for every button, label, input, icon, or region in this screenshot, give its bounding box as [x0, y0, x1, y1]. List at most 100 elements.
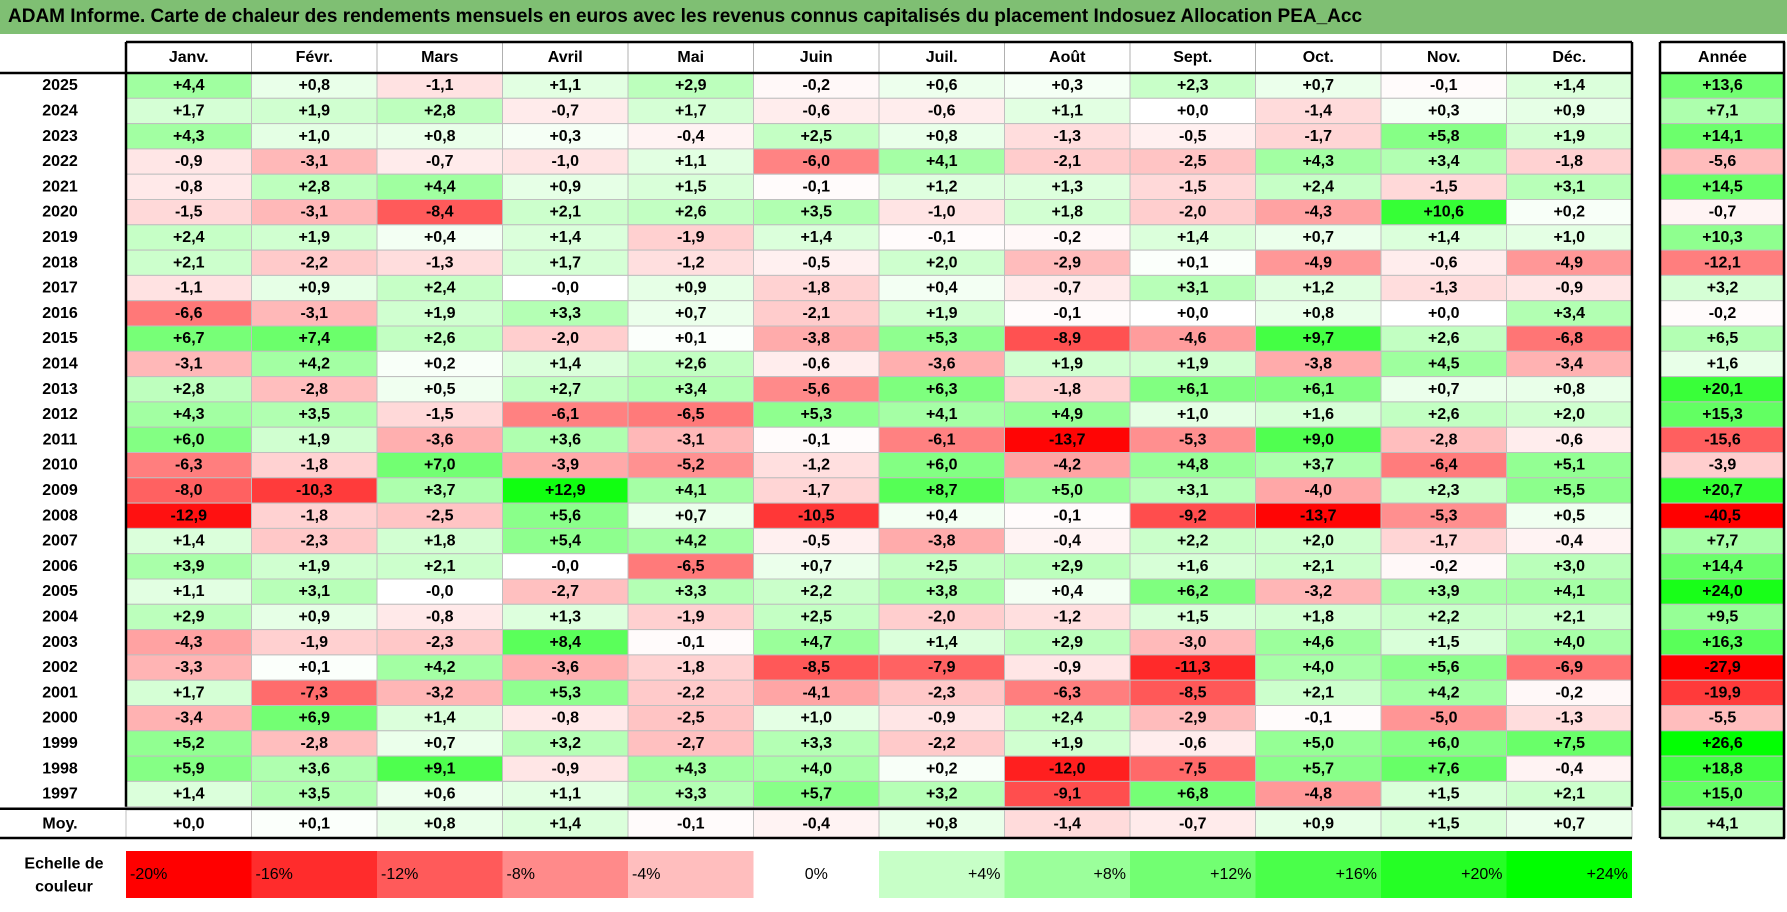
heatmap-cell	[627, 502, 754, 529]
cell-value: -0,5	[802, 254, 830, 271]
cell-value: +2,6	[675, 204, 707, 221]
cell-value: -0,7	[426, 153, 454, 170]
cell-value: +4,4	[173, 77, 205, 94]
cell-value: +1,0	[800, 710, 832, 727]
cell-value: +3,8	[926, 583, 958, 600]
cell-value: +1,2	[1302, 280, 1334, 297]
cell-value: -4,9	[1555, 254, 1583, 271]
cell-value: -3,1	[175, 355, 203, 372]
cell-value: -2,7	[677, 735, 705, 752]
scale-swatch	[1255, 851, 1381, 898]
average-cell	[878, 809, 1005, 839]
cell-value: -8,9	[1053, 330, 1081, 347]
cell-value: -1,0	[551, 153, 579, 170]
annual-value: +26,6	[1702, 735, 1743, 752]
cell-value: +1,4	[424, 710, 456, 727]
year-label: 2015	[42, 330, 78, 347]
annual-cell	[1659, 123, 1786, 150]
heatmap-cell	[1004, 249, 1131, 276]
heatmap-cell	[627, 578, 754, 605]
heatmap-cell	[125, 173, 252, 200]
heatmap-cell	[1506, 679, 1633, 707]
heatmap-cell	[1004, 578, 1131, 605]
cell-value: +2,0	[1553, 406, 1585, 423]
heatmap-cell	[251, 502, 378, 529]
cell-value: +4,7	[800, 634, 832, 651]
cell-value: -1,8	[300, 457, 328, 474]
year-label: 2019	[42, 229, 78, 246]
annual-cell	[1659, 426, 1786, 454]
heatmap-cell	[251, 401, 378, 428]
cell-value: +3,5	[800, 204, 832, 221]
cell-value: +5,0	[1051, 482, 1083, 499]
heatmap-cell	[1255, 553, 1382, 580]
year-label: 2012	[42, 406, 78, 423]
cell-value: +1,3	[549, 608, 581, 625]
heatmap-cell	[251, 527, 378, 555]
month-header-label: Juin	[800, 49, 833, 66]
cell-value: -2,5	[1179, 153, 1207, 170]
scale-swatch	[1004, 851, 1130, 898]
cell-value: +3,3	[675, 786, 707, 803]
heatmap-cell	[1255, 148, 1382, 175]
cell-value: -1,3	[1053, 128, 1081, 145]
cell-value: +6,7	[173, 330, 205, 347]
heatmap-cell	[627, 527, 754, 555]
cell-value: +2,3	[1177, 77, 1209, 94]
cell-value: -5,3	[1430, 507, 1458, 524]
month-header-label: Févr.	[296, 49, 333, 66]
annual-value: -5,5	[1709, 710, 1737, 727]
cell-value: +0,9	[1553, 102, 1585, 119]
scale-swatch	[1381, 851, 1507, 898]
cell-value: -8,4	[426, 204, 454, 221]
cell-value: -13,7	[1049, 431, 1086, 448]
annual-cell	[1659, 148, 1786, 175]
heatmap-cell	[502, 72, 629, 99]
cell-value: +1,4	[1553, 77, 1585, 94]
year-label: 2002	[42, 659, 78, 676]
cell-value: +2,2	[1177, 533, 1209, 550]
cell-value: +0,2	[424, 355, 456, 372]
heatmap-cell	[251, 224, 378, 251]
heatmap-cell	[627, 477, 754, 504]
heatmap-cell	[1380, 426, 1507, 454]
cell-value: +1,4	[549, 355, 581, 372]
cell-value: +1,7	[173, 684, 205, 701]
cell-value: +4,3	[1302, 153, 1334, 170]
cell-value: +0,2	[1553, 204, 1585, 221]
year-label: 2000	[42, 710, 78, 727]
heatmap-cell	[1129, 477, 1256, 504]
scale-label: 0%	[805, 866, 828, 883]
cell-value: +1,1	[675, 153, 707, 170]
heatmap-cell	[753, 249, 880, 276]
cell-value: +0,7	[1302, 229, 1334, 246]
heatmap-cell	[502, 477, 629, 504]
cell-value: +0,1	[675, 330, 707, 347]
cell-value: +9,7	[1302, 330, 1334, 347]
heatmap-cell	[1380, 274, 1507, 302]
cell-value: -2,2	[677, 684, 705, 701]
cell-value: -6,4	[1430, 457, 1458, 474]
heatmap-cell	[1004, 173, 1131, 200]
cell-value: +0,8	[1553, 381, 1585, 398]
cell-value: -12,0	[1049, 760, 1086, 777]
cell-value: -0,6	[1555, 431, 1583, 448]
cell-value: -2,2	[928, 735, 956, 752]
heatmap-cell	[1506, 173, 1633, 200]
heatmap-cell	[502, 325, 629, 352]
cell-value: -2,8	[1430, 431, 1458, 448]
cell-value: +7,6	[1428, 760, 1460, 777]
average-cell	[627, 809, 754, 839]
heatmap-cell	[1506, 603, 1633, 631]
cell-value: +3,5	[298, 786, 330, 803]
heatmap-cell	[251, 376, 378, 403]
cell-value: -0,1	[1430, 77, 1458, 94]
cell-value: -1,1	[426, 77, 454, 94]
cell-value: +2,6	[1428, 406, 1460, 423]
cell-value: +5,7	[800, 786, 832, 803]
cell-value: -2,5	[426, 507, 454, 524]
cell-value: -1,9	[677, 608, 705, 625]
cell-value: -6,1	[551, 406, 579, 423]
cell-value: +0,8	[1302, 305, 1334, 322]
average-cell	[753, 809, 880, 839]
